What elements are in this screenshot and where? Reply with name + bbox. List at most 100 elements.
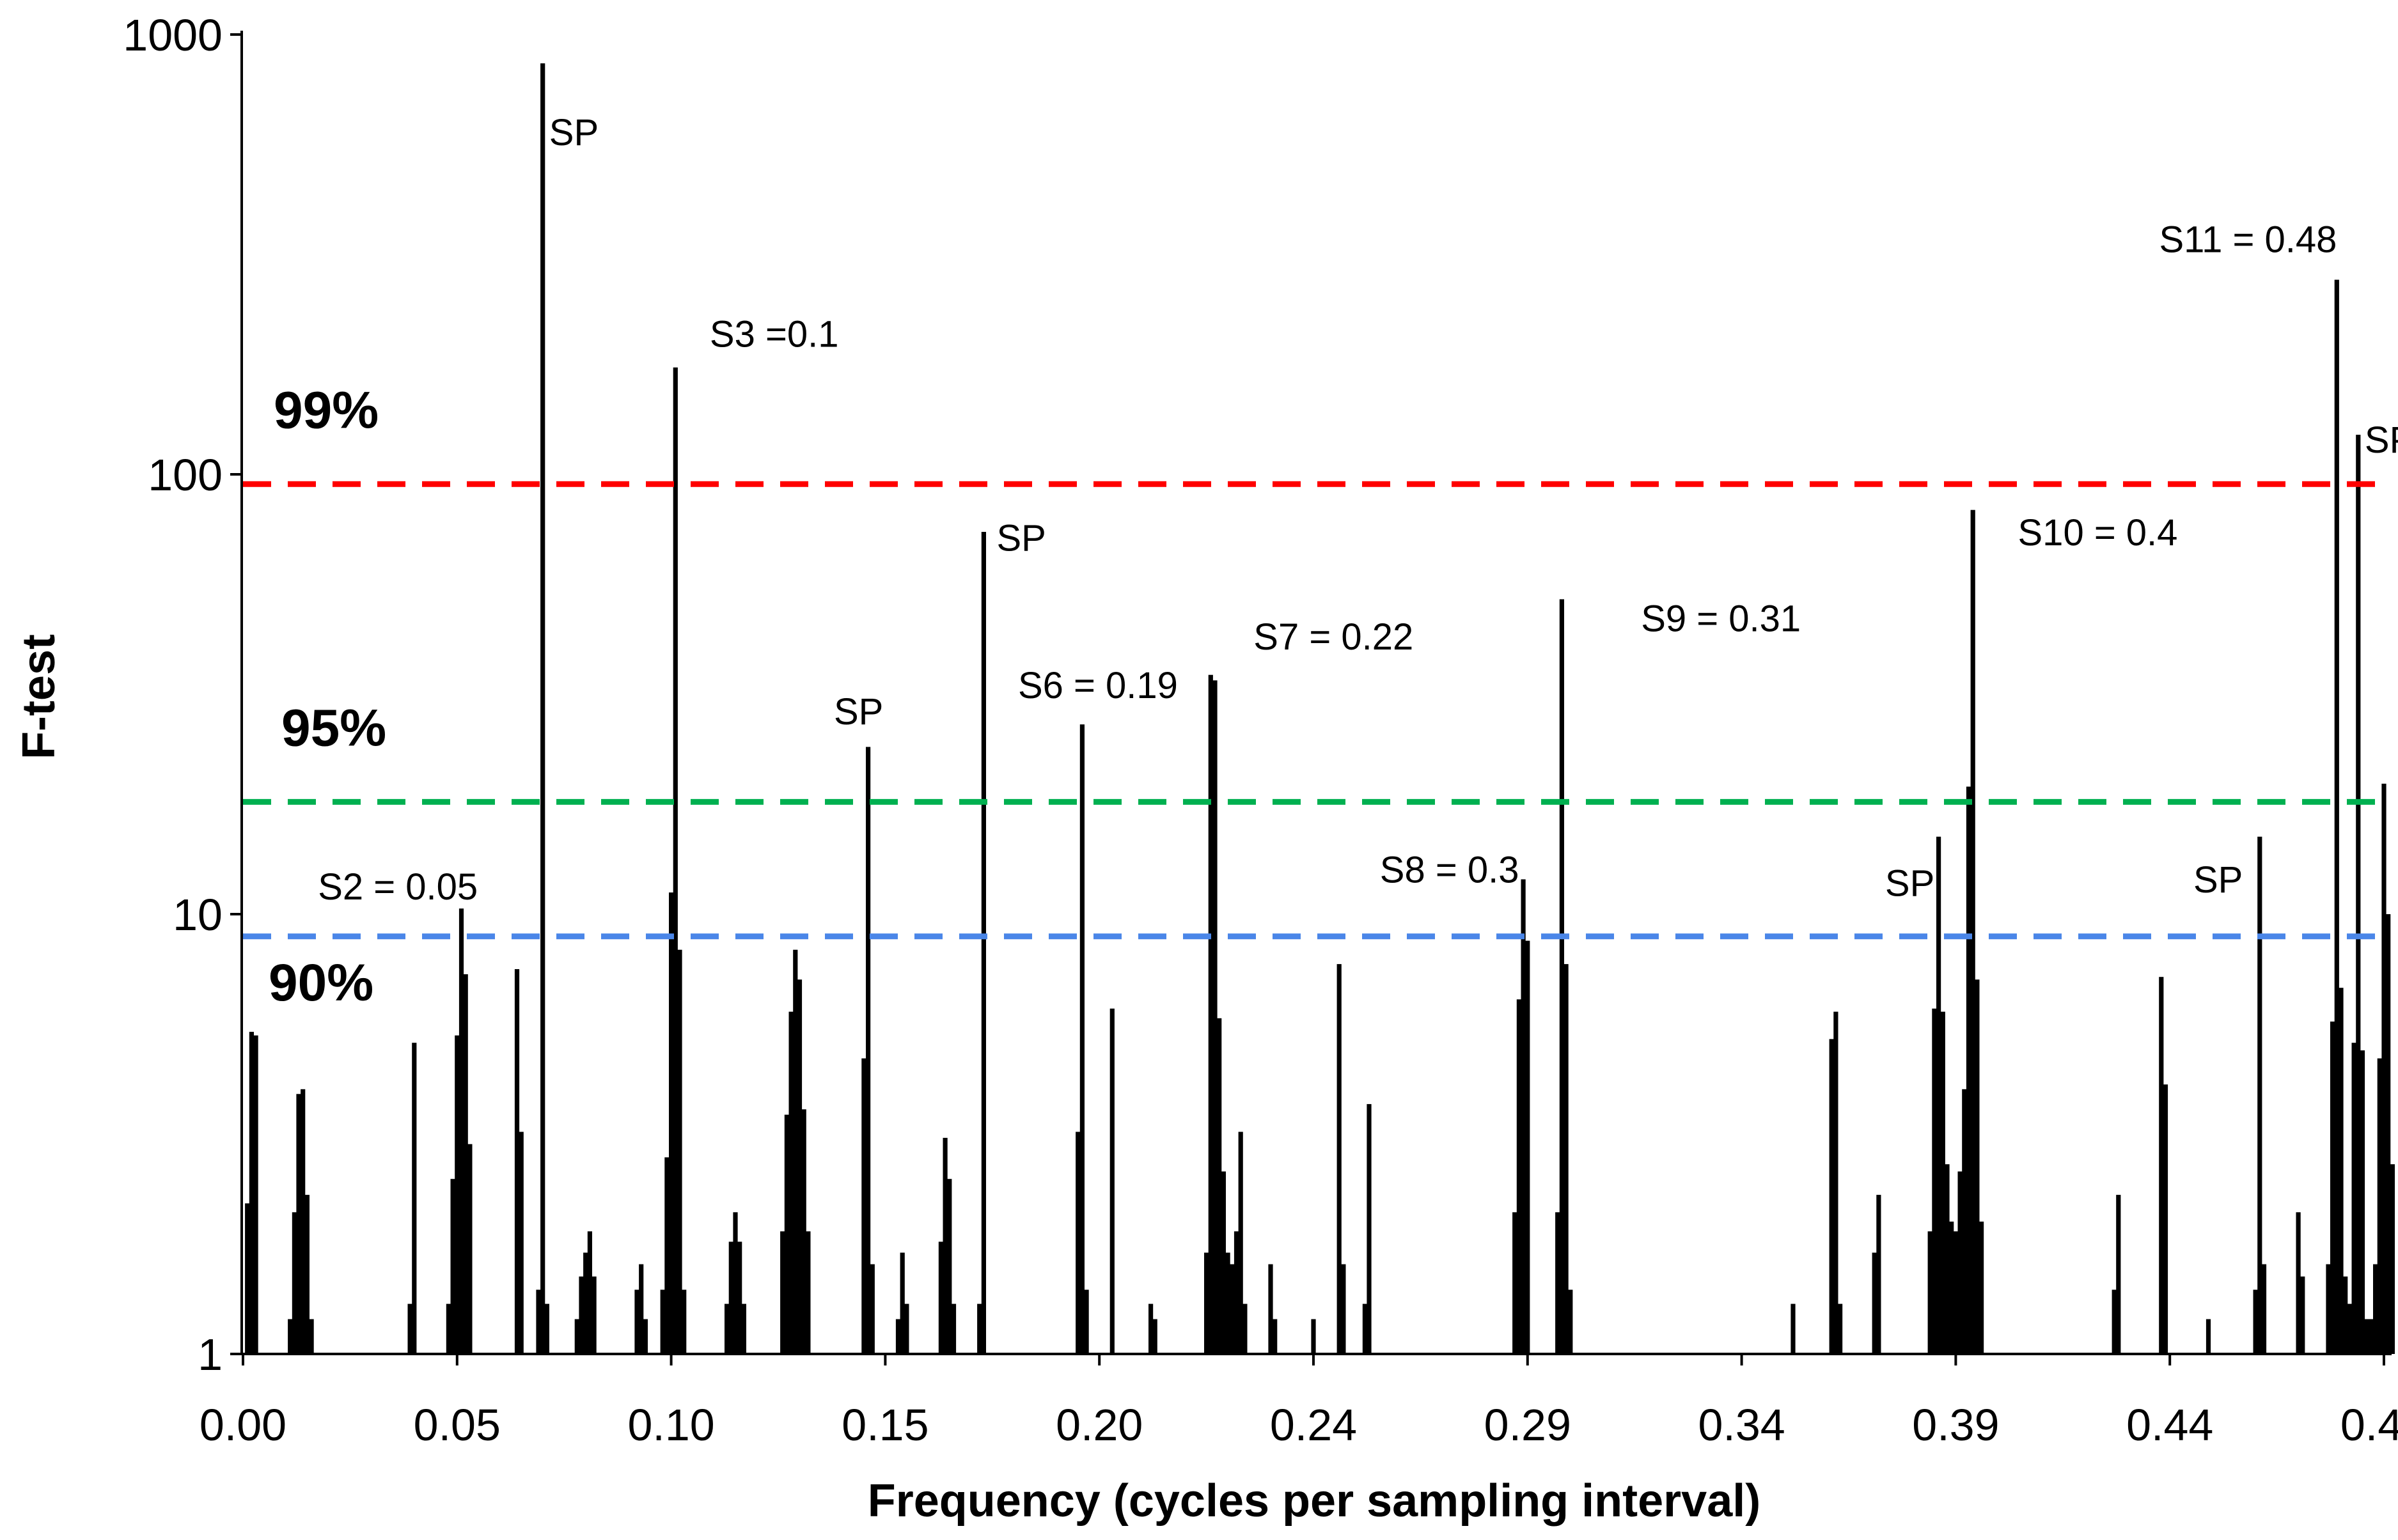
peak-annotation: S10 = 0.4 — [2018, 512, 2178, 554]
bar — [450, 1179, 455, 1354]
peak-annotation: SP — [834, 691, 883, 733]
bar — [2257, 836, 2262, 1354]
bar — [1268, 1264, 1273, 1354]
bar — [467, 1144, 473, 1354]
x-axis-ticks: 0.00 0.05 0.10 0.15 0.20 0.24 0.29 0.34 0.39 0.44… — [200, 1354, 2398, 1450]
bar — [309, 1319, 314, 1354]
bar — [1966, 786, 1971, 1354]
bar — [1927, 1231, 1932, 1354]
bar — [1208, 674, 1213, 1354]
confidence-lines — [243, 481, 2392, 940]
bar — [2386, 914, 2391, 1354]
bar — [2112, 1289, 2117, 1354]
bar — [1152, 1319, 1157, 1354]
bar — [1204, 1252, 1209, 1354]
peak-annotation: SP — [2193, 859, 2243, 901]
bar — [1949, 1221, 1954, 1354]
x-tick-label: 0.29 — [1484, 1400, 1571, 1450]
bar — [643, 1319, 648, 1354]
bar — [1833, 1011, 1838, 1354]
peak-annotation: S7 = 0.22 — [1253, 616, 1413, 658]
bar — [895, 1319, 901, 1354]
bar — [1311, 1319, 1316, 1354]
reference-label-95-percent: 95% — [281, 699, 386, 757]
bar — [1521, 879, 1526, 1354]
bar — [1975, 979, 1980, 1354]
bar — [951, 1303, 957, 1354]
bar — [904, 1303, 909, 1354]
bar — [253, 1035, 258, 1354]
confidence-labels: 99% 95% 90% — [269, 381, 386, 1012]
bar — [1212, 680, 1218, 1354]
x-tick-label: 0.10 — [627, 1400, 714, 1450]
bar — [2373, 1264, 2378, 1354]
peak-annotation: S2 = 0.05 — [318, 866, 478, 908]
bar — [1970, 509, 1975, 1355]
bar — [669, 892, 674, 1354]
bar — [1230, 1264, 1235, 1354]
bar — [536, 1289, 541, 1354]
bar — [664, 1157, 670, 1354]
bar — [1109, 1008, 1115, 1354]
bar — [463, 974, 468, 1354]
bar — [249, 1032, 254, 1354]
bar — [1932, 1008, 1937, 1354]
bar — [2334, 279, 2339, 1355]
bar — [1234, 1231, 1239, 1354]
bar — [938, 1241, 943, 1354]
bar — [780, 1231, 785, 1354]
bar — [660, 1289, 665, 1354]
bar — [519, 1132, 524, 1354]
x-tick-label: 0.00 — [200, 1400, 286, 1450]
x-axis-title: Frequency (cycles per sampling interval) — [868, 1475, 1761, 1527]
peak-annotation: SP — [549, 112, 599, 153]
bar — [870, 1264, 875, 1354]
bar — [2360, 1050, 2365, 1354]
bar — [2261, 1264, 2267, 1354]
bar — [2343, 1276, 2348, 1354]
bar — [1829, 1039, 1834, 1354]
peak-annotation: SP — [2365, 419, 2398, 461]
reference-label-90-percent: 90% — [269, 954, 373, 1012]
bar — [981, 532, 986, 1354]
bar — [1525, 940, 1530, 1354]
bar — [1367, 1104, 1372, 1354]
bar — [737, 1241, 742, 1354]
bar — [446, 1303, 451, 1354]
bar — [1791, 1303, 1796, 1354]
bar — [2206, 1319, 2211, 1354]
bar — [2163, 1084, 2168, 1354]
bar — [1962, 1089, 1967, 1354]
bar — [2351, 1043, 2356, 1354]
bar — [1940, 1011, 1945, 1354]
bar — [2300, 1276, 2305, 1354]
bar — [2364, 1319, 2369, 1354]
bar — [806, 1231, 811, 1354]
bar — [1555, 1212, 1560, 1354]
bar — [2330, 1022, 2335, 1354]
y-tick-label: 10 — [173, 890, 223, 940]
y-tick-label: 1 — [198, 1330, 223, 1380]
bar — [2253, 1289, 2258, 1354]
bar — [288, 1319, 293, 1354]
y-tick-label: 100 — [148, 450, 223, 500]
bar — [682, 1289, 687, 1354]
bar — [1273, 1319, 1278, 1354]
bar — [1979, 1221, 1984, 1354]
bar — [304, 1195, 310, 1354]
bar — [592, 1276, 597, 1354]
bar — [784, 1114, 789, 1354]
reference-label-99-percent: 99% — [274, 381, 379, 439]
bar — [797, 979, 803, 1354]
bar — [1945, 1164, 1950, 1354]
bar — [2339, 988, 2344, 1354]
bar — [1512, 1212, 1517, 1354]
bar — [728, 1241, 733, 1354]
bar — [943, 1137, 948, 1354]
x-tick-label: 0.24 — [1270, 1400, 1357, 1450]
x-tick-label: 0.44 — [2126, 1400, 2213, 1450]
bar — [1238, 1132, 1243, 1354]
x-tick-label: 0.15 — [842, 1400, 929, 1450]
spectrum-bars — [245, 63, 2395, 1355]
